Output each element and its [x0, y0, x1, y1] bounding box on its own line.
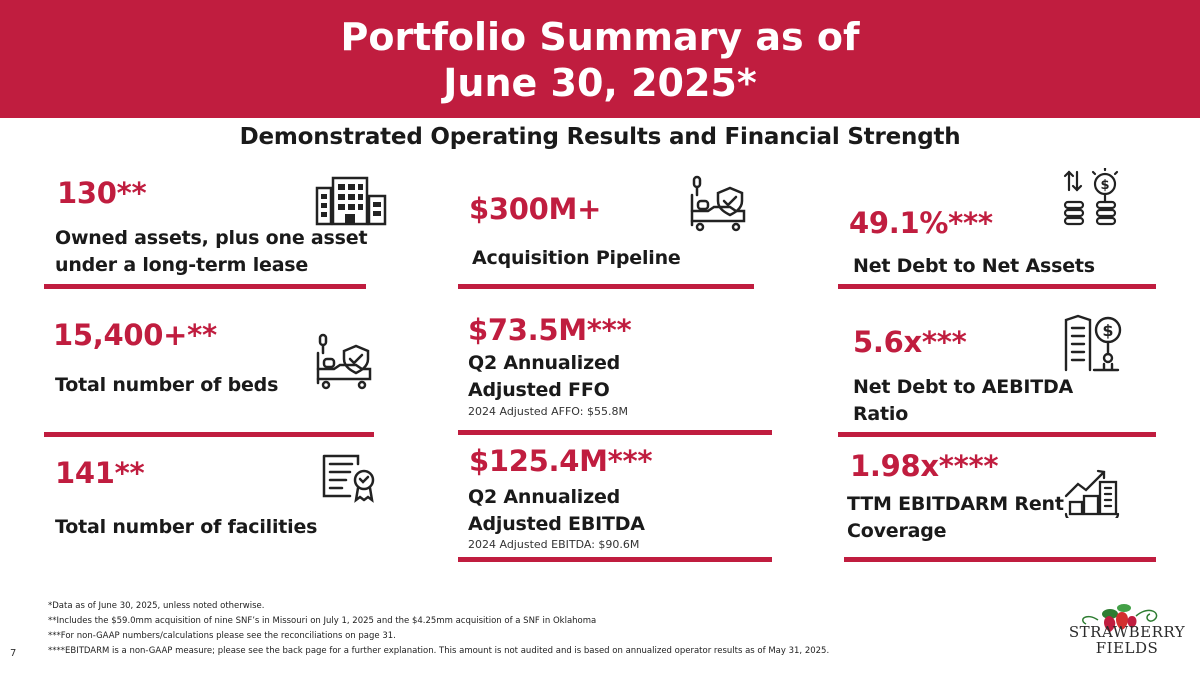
rent-coverage-label-line-2: Coverage	[847, 520, 947, 542]
svg-text:$: $	[1102, 321, 1113, 340]
footnote: **Includes the $59.0mm acquisition of ni…	[48, 616, 597, 626]
logo-text: STRAWBERRY FIELDS	[1062, 624, 1192, 656]
net-debt-ebitda-label-line-2: Ratio	[853, 403, 909, 425]
divider	[458, 430, 772, 435]
strawberry-logo-icon	[1082, 604, 1158, 632]
net-debt-assets-label: Net Debt to Net Assets	[853, 255, 1095, 277]
hospital-bed-shield-icon	[316, 333, 372, 390]
ffo-label: Q2 Annualized Adjusted FFO	[468, 350, 620, 404]
city-dollar-icon: $	[1064, 314, 1122, 372]
growth-city-icon	[1064, 469, 1120, 518]
ebitda-note: 2024 Adjusted EBITDA: $90.6M	[468, 538, 640, 551]
facilities-label: Total number of facilities	[55, 516, 318, 538]
title-line-2: June 30, 2025*	[443, 61, 757, 105]
ebitda-label-line-2: Adjusted EBITDA	[468, 513, 645, 535]
beds-label: Total number of beds	[55, 374, 279, 396]
logo-line-2: FIELDS	[1095, 639, 1159, 657]
net-debt-ebitda-label: Net Debt to AEBITDA Ratio	[853, 374, 1073, 428]
divider	[838, 284, 1156, 289]
title-line-1: Portfolio Summary as of	[340, 15, 860, 59]
ebitda-label-line-1: Q2 Annualized	[468, 486, 621, 508]
net-debt-assets-value: 49.1%***	[849, 206, 993, 240]
facilities-value: 141**	[55, 456, 145, 490]
title-banner: Portfolio Summary as of June 30, 2025*	[0, 0, 1200, 118]
hospital-bed-shield-icon	[690, 175, 746, 232]
assets-label-line-1: Owned assets, plus one asset	[55, 227, 368, 249]
pipeline-label: Acquisition Pipeline	[472, 247, 681, 269]
rent-coverage-label-line-1: TTM EBITDARM Rent	[847, 493, 1064, 515]
money-growth-icon: $	[1063, 168, 1119, 226]
assets-value: 130**	[57, 176, 147, 210]
office-building-icon	[315, 176, 387, 226]
ffo-note: 2024 Adjusted AFFO: $55.8M	[468, 405, 628, 418]
rent-coverage-label: TTM EBITDARM Rent Coverage	[847, 491, 1064, 545]
ffo-value: $73.5M***	[468, 313, 632, 347]
assets-label-line-2: under a long-term lease	[55, 254, 309, 276]
logo-line-1: STRAWBERRY	[1068, 623, 1186, 641]
page-title: Portfolio Summary as of June 30, 2025*	[0, 14, 1200, 106]
footnote: ****EBITDARM is a non-GAAP measure; plea…	[48, 646, 830, 656]
divider	[44, 432, 374, 437]
ffo-label-line-2: Adjusted FFO	[468, 379, 610, 401]
rent-coverage-value: 1.98x****	[850, 449, 999, 483]
ffo-label-line-1: Q2 Annualized	[468, 352, 621, 374]
footnote: *Data as of June 30, 2025, unless noted …	[48, 601, 265, 611]
subtitle: Demonstrated Operating Results and Finan…	[239, 124, 961, 150]
divider	[458, 557, 772, 562]
divider	[458, 284, 754, 289]
footnotes: *Data as of June 30, 2025, unless noted …	[48, 599, 829, 659]
certificate-icon	[322, 454, 375, 503]
pipeline-value: $300M+	[469, 192, 602, 226]
divider	[844, 557, 1156, 562]
svg-text:$: $	[1100, 178, 1109, 193]
divider	[44, 284, 366, 289]
footnote: ***For non-GAAP numbers/calculations ple…	[48, 631, 396, 641]
page-number: 7	[10, 648, 17, 659]
divider	[838, 432, 1156, 437]
assets-label: Owned assets, plus one asset under a lon…	[55, 225, 368, 279]
beds-value: 15,400+**	[53, 318, 217, 352]
ebitda-label: Q2 Annualized Adjusted EBITDA	[468, 484, 645, 538]
net-debt-ebitda-value: 5.6x***	[853, 325, 967, 359]
net-debt-ebitda-label-line-1: Net Debt to AEBITDA	[853, 376, 1074, 398]
ebitda-value: $125.4M***	[469, 444, 653, 478]
